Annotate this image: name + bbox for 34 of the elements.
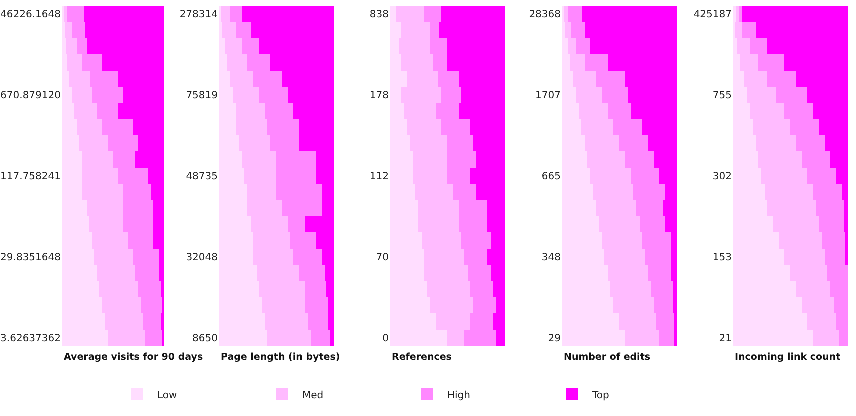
y-tick-label: 29 <box>548 333 561 344</box>
y-tick-label: 117.758241 <box>0 172 61 182</box>
y-tick-label: 3.62637362 <box>0 333 61 344</box>
legend-label: Med <box>302 390 324 402</box>
y-tick-label: 0 <box>382 333 389 344</box>
x-axis-title: References <box>392 352 452 363</box>
y-tick-label: 348 <box>542 252 561 264</box>
y-tick-label: 838 <box>370 10 389 21</box>
y-tick-label: 153 <box>712 252 732 264</box>
x-axis-title: Average visits for 90 days <box>64 352 204 363</box>
legend-label: High <box>447 390 470 402</box>
y-tick-label: 670.879120 <box>0 90 61 102</box>
y-tick-label: 302 <box>712 172 732 182</box>
y-tick-label: 178 <box>370 90 389 102</box>
y-tick-label: 21 <box>719 333 732 344</box>
y-tick-label: 8650 <box>192 333 218 344</box>
y-tick-label: 755 <box>712 90 732 102</box>
y-tick-label: 665 <box>542 172 561 182</box>
y-tick-label: 48735 <box>186 172 218 182</box>
y-tick-label: 29.8351648 <box>0 252 61 264</box>
y-tick-label: 70 <box>376 252 389 264</box>
x-axis-title: Number of edits <box>564 352 651 363</box>
legend-label: Low <box>157 390 178 402</box>
y-tick-label: 75819 <box>186 90 218 102</box>
y-tick-label: 1707 <box>536 90 561 102</box>
y-tick-label: 425187 <box>694 10 732 21</box>
x-axis-title: Incoming link count <box>735 352 842 363</box>
y-tick-label: 46226.1648 <box>0 10 61 21</box>
legend-label: Top <box>591 390 610 402</box>
y-tick-label: 28368 <box>529 10 561 21</box>
y-tick-label: 32048 <box>186 252 218 264</box>
y-tick-label: 112 <box>370 172 389 182</box>
x-axis-title: Page length (in bytes) <box>221 352 340 363</box>
y-tick-label: 278314 <box>180 10 218 21</box>
